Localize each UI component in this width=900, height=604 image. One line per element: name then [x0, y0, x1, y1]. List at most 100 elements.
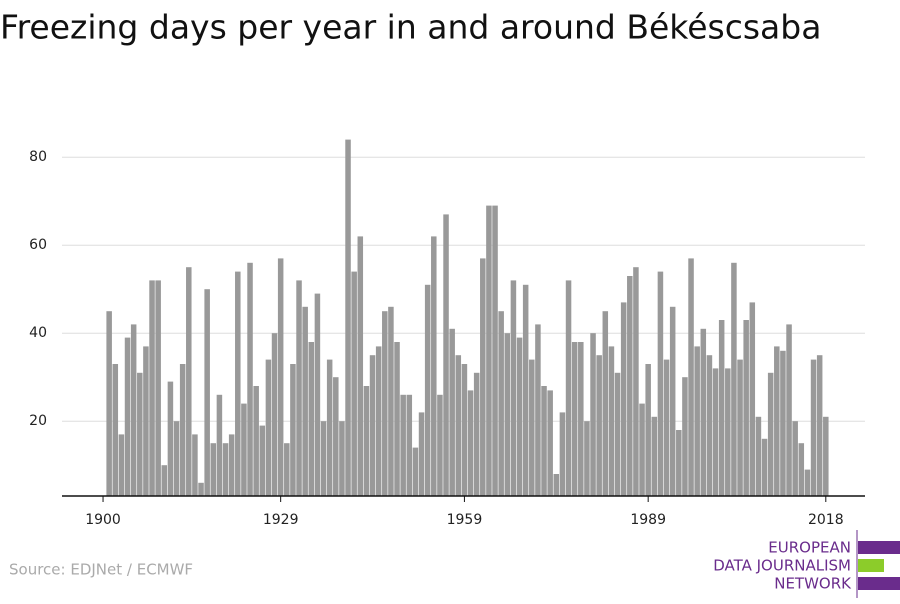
bar — [516, 337, 523, 496]
bar — [431, 236, 437, 496]
bar — [388, 306, 394, 496]
bar — [400, 394, 406, 496]
bar — [792, 421, 798, 496]
x-tick-label: 1900 — [85, 512, 121, 528]
y-tick-label: 60 — [29, 237, 47, 253]
bar — [106, 311, 112, 496]
bar — [149, 280, 155, 496]
bar — [669, 306, 676, 496]
bar — [584, 421, 590, 496]
bar — [339, 421, 345, 496]
bar — [761, 438, 768, 496]
y-tick-label: 40 — [29, 325, 47, 341]
bar — [192, 434, 198, 496]
bar — [602, 311, 609, 496]
x-tick-label: 1959 — [447, 512, 483, 528]
bar — [326, 359, 333, 496]
bar — [559, 412, 566, 496]
bar — [406, 394, 413, 496]
bar — [522, 284, 529, 496]
bar — [504, 333, 511, 496]
bar — [161, 465, 168, 496]
bar — [688, 258, 694, 496]
bar — [320, 421, 327, 496]
bar — [198, 482, 204, 496]
bar — [118, 434, 125, 496]
bar — [676, 430, 682, 496]
bar — [130, 324, 137, 496]
bar — [786, 324, 792, 496]
bar — [369, 355, 376, 496]
chart-title: Freezing days per year in and around Bék… — [0, 8, 821, 47]
logo-text: EUROPEAN — [768, 539, 851, 557]
bar — [565, 280, 572, 496]
bar — [443, 214, 449, 496]
bar — [541, 386, 547, 496]
logo-text: DATA JOURNALISM — [713, 557, 851, 575]
bar — [253, 386, 259, 496]
bar — [124, 337, 131, 496]
bar — [259, 425, 266, 496]
source: Source: EDJNet / ECMWF — [9, 561, 193, 579]
bar — [290, 364, 296, 496]
x-tick-label: 1989 — [630, 512, 666, 528]
bar — [780, 350, 786, 496]
bar — [749, 302, 756, 496]
bar — [804, 469, 811, 496]
bar — [547, 390, 553, 496]
bar — [492, 205, 498, 496]
bar — [798, 443, 805, 496]
bar — [277, 258, 284, 496]
y-tick-label: 80 — [29, 149, 47, 165]
bar — [216, 394, 223, 496]
bar — [473, 372, 480, 496]
bar — [357, 236, 364, 496]
bar — [725, 368, 731, 496]
logo: EUROPEAN DATA JOURNALISM NETWORK — [713, 530, 900, 598]
bar — [235, 271, 241, 496]
bar — [480, 258, 486, 496]
bar — [302, 306, 308, 496]
bar — [651, 416, 658, 496]
bar — [363, 386, 370, 496]
logo-bar — [858, 541, 900, 554]
bar — [627, 276, 633, 496]
bar — [143, 346, 149, 496]
bar — [173, 421, 180, 496]
bar — [375, 346, 382, 496]
bar — [308, 342, 315, 496]
bar — [137, 372, 143, 496]
bar — [633, 267, 639, 496]
bar — [810, 359, 817, 496]
bar — [743, 320, 749, 496]
bar — [333, 377, 339, 496]
bar — [112, 364, 119, 496]
x-tick-label: 1929 — [263, 512, 299, 528]
bar — [663, 359, 670, 496]
bar — [718, 320, 725, 496]
bar — [816, 355, 823, 496]
bar — [706, 355, 713, 496]
bar — [657, 271, 664, 496]
bar — [179, 364, 186, 496]
bar — [700, 328, 707, 496]
logo-text: NETWORK — [774, 575, 852, 593]
bar — [186, 267, 192, 496]
bar — [639, 403, 645, 496]
logo-bar — [858, 577, 900, 590]
bar — [424, 284, 431, 496]
bar — [529, 359, 535, 496]
bar — [510, 280, 517, 496]
bar — [553, 474, 560, 496]
x-tick-label: 2018 — [808, 512, 844, 528]
bar — [167, 381, 174, 496]
bar — [535, 324, 541, 496]
bar — [731, 262, 737, 496]
bar — [204, 289, 210, 496]
bar — [296, 280, 302, 496]
bar — [455, 355, 462, 496]
bar — [682, 377, 688, 496]
bar — [608, 346, 615, 496]
bar — [284, 443, 290, 496]
